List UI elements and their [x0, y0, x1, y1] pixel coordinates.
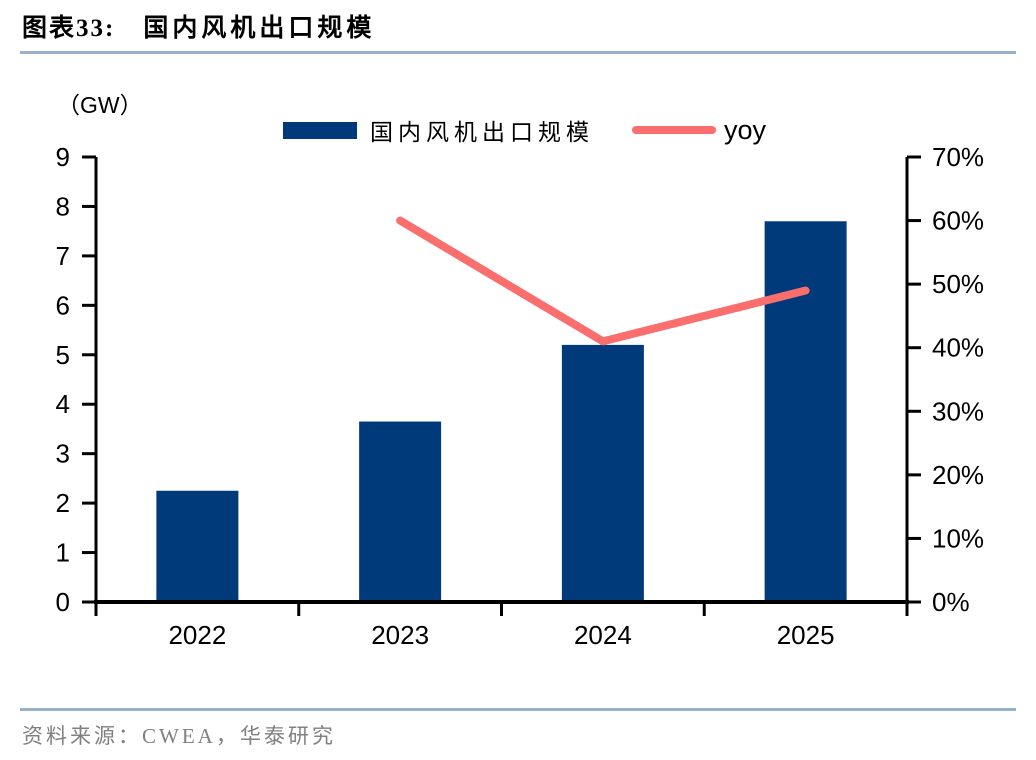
right-axis-tick-label: 60% — [932, 206, 984, 236]
bar-2023 — [359, 421, 442, 602]
figure-title: 图表33: 国内风机出口规模 — [22, 8, 375, 44]
figure-number: 图表33: — [22, 15, 116, 42]
right-axis-tick-label: 40% — [932, 333, 984, 363]
right-axis-tick-label: 10% — [932, 523, 984, 553]
right-axis-tick-label: 50% — [932, 269, 984, 299]
legend-bar-label: 国内风机出口规模 — [370, 120, 594, 145]
left-axis-tick-label: 7 — [56, 241, 70, 271]
yoy-line — [396, 216, 810, 346]
right-axis-tick-label: 0% — [932, 587, 970, 617]
right-axis-tick-label: 20% — [932, 460, 984, 490]
left-axis-tick-label: 6 — [56, 290, 70, 320]
left-axis-unit-label: （GW） — [57, 92, 143, 118]
figure-title-text: 国内风机出口规模 — [143, 15, 376, 42]
x-axis-category-label: 2025 — [777, 620, 835, 650]
left-axis-tick-label: 2 — [56, 488, 70, 518]
left-axis-tick-label: 0 — [56, 587, 70, 617]
title-divider — [20, 51, 1016, 54]
left-axis-tick-label: 4 — [56, 389, 70, 419]
chart-legend: 国内风机出口规模 yoy — [283, 110, 766, 150]
right-axis-tick-label: 30% — [932, 396, 984, 426]
left-axis-tick-label: 3 — [56, 439, 70, 469]
right-axis-tick-label: 70% — [932, 142, 984, 172]
bar-2022 — [156, 490, 239, 602]
left-axis-tick-label: 5 — [56, 340, 70, 370]
bar-2024 — [561, 344, 644, 602]
left-axis-tick-label: 9 — [56, 142, 70, 172]
legend-line-swatch — [632, 126, 716, 134]
footer-divider — [20, 708, 1016, 711]
x-axis-category-label: 2024 — [574, 620, 632, 650]
legend-line-label: yoy — [724, 114, 767, 145]
source-attribution: 资料来源：CWEA，华泰研究 — [22, 724, 336, 748]
x-axis-category-label: 2022 — [168, 620, 226, 650]
x-axis-category-label: 2023 — [371, 620, 429, 650]
legend-bar-swatch — [283, 121, 357, 139]
bar-2025 — [764, 221, 847, 602]
left-axis-tick-label: 8 — [56, 191, 70, 221]
left-axis-tick-label: 1 — [56, 538, 70, 568]
